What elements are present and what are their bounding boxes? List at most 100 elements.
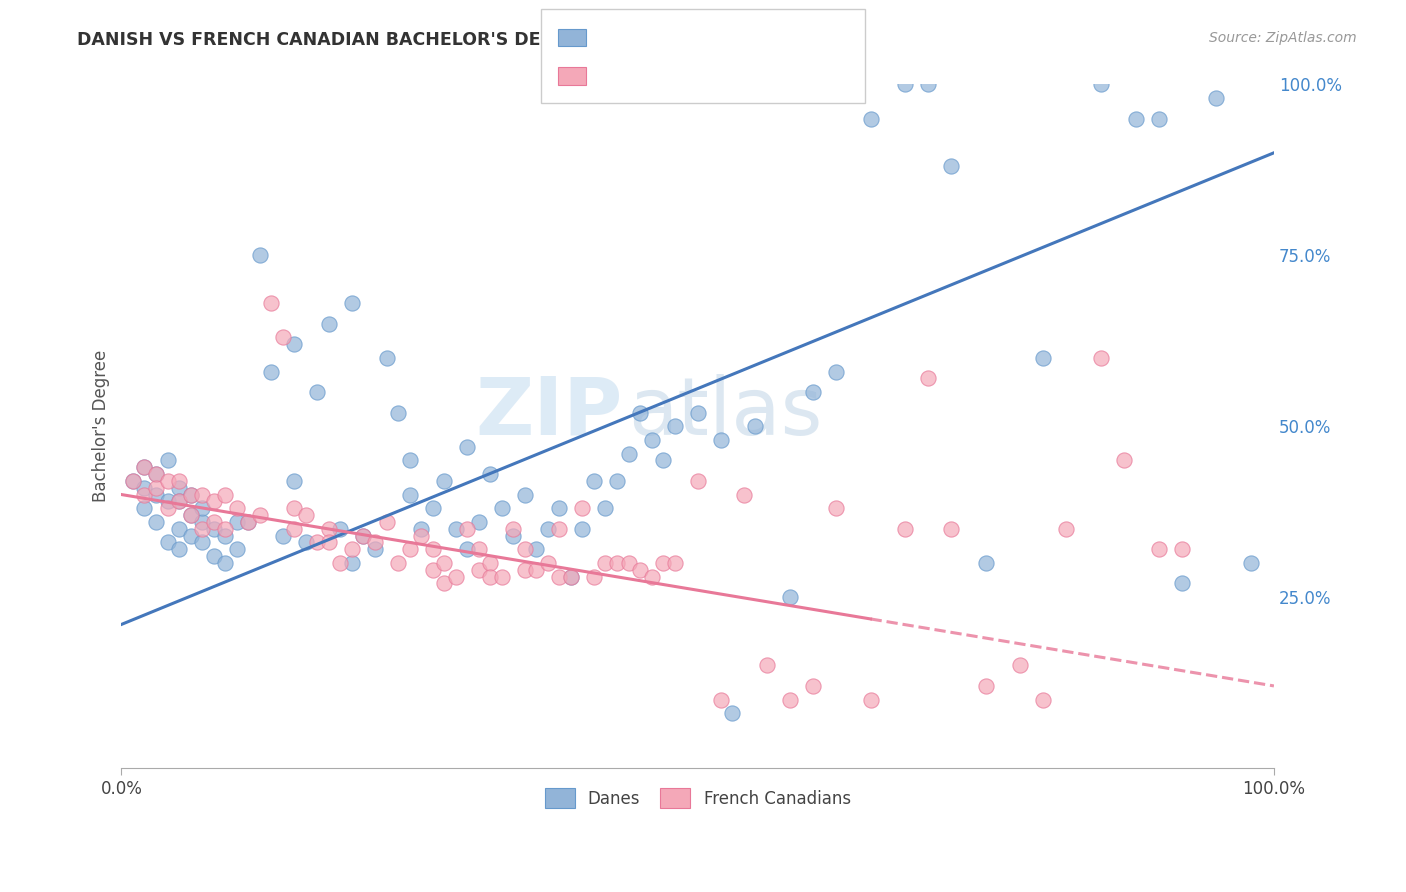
Point <box>582 474 605 488</box>
Point <box>202 549 225 563</box>
Point <box>134 487 156 501</box>
Point <box>134 460 156 475</box>
Point <box>1010 658 1032 673</box>
Point <box>617 446 640 460</box>
Point <box>180 487 202 501</box>
Point <box>1205 91 1227 105</box>
Point <box>686 474 709 488</box>
Point <box>318 317 340 331</box>
Point <box>433 474 456 488</box>
Point <box>180 528 202 542</box>
Point <box>859 112 882 126</box>
Point <box>156 494 179 508</box>
Point <box>340 542 363 557</box>
Point <box>548 501 571 516</box>
Point <box>364 542 387 557</box>
Point <box>225 501 247 516</box>
Point <box>156 474 179 488</box>
Point <box>825 501 848 516</box>
Point <box>686 405 709 419</box>
Point <box>524 542 547 557</box>
Point <box>710 692 733 706</box>
Point <box>167 494 190 508</box>
Point <box>502 522 524 536</box>
Point <box>191 515 214 529</box>
Point <box>721 706 744 721</box>
Point <box>513 487 536 501</box>
Point <box>214 528 236 542</box>
Point <box>595 501 617 516</box>
Legend: Danes, French Canadians: Danes, French Canadians <box>538 781 858 814</box>
Point <box>560 569 582 583</box>
Point <box>283 522 305 536</box>
Point <box>283 337 305 351</box>
Point <box>606 556 628 570</box>
Point <box>1056 522 1078 536</box>
Point <box>974 556 997 570</box>
Point <box>156 535 179 549</box>
Point <box>398 542 420 557</box>
Point <box>191 522 214 536</box>
Point <box>134 460 156 475</box>
Point <box>1240 556 1263 570</box>
Point <box>271 528 294 542</box>
Point <box>491 569 513 583</box>
Point <box>409 522 432 536</box>
Point <box>755 658 778 673</box>
Point <box>167 522 190 536</box>
Point <box>548 569 571 583</box>
Point <box>894 522 917 536</box>
Point <box>941 522 963 536</box>
Point <box>479 467 502 481</box>
Point <box>238 515 260 529</box>
Point <box>214 556 236 570</box>
Point <box>156 453 179 467</box>
Point <box>353 528 375 542</box>
Point <box>214 487 236 501</box>
Point <box>145 467 167 481</box>
Point <box>307 384 329 399</box>
Point <box>180 487 202 501</box>
Point <box>652 556 675 570</box>
Point <box>364 535 387 549</box>
Point <box>595 556 617 570</box>
Point <box>271 330 294 344</box>
Point <box>202 494 225 508</box>
Point <box>479 569 502 583</box>
Point <box>387 405 409 419</box>
Point <box>606 474 628 488</box>
Point <box>571 522 593 536</box>
Point <box>329 522 352 536</box>
Point <box>167 542 190 557</box>
Point <box>249 248 271 262</box>
Point <box>340 556 363 570</box>
Point <box>825 364 848 378</box>
Point <box>329 556 352 570</box>
Text: Source: ZipAtlas.com: Source: ZipAtlas.com <box>1209 31 1357 45</box>
Point <box>318 535 340 549</box>
Point <box>145 515 167 529</box>
Point <box>524 563 547 577</box>
Point <box>664 419 686 434</box>
Point <box>398 453 420 467</box>
Point <box>191 501 214 516</box>
Point <box>191 535 214 549</box>
Point <box>387 556 409 570</box>
Point <box>652 453 675 467</box>
Point <box>1090 351 1112 365</box>
Point <box>917 78 939 92</box>
Point <box>537 522 560 536</box>
Point <box>191 487 214 501</box>
Point <box>283 501 305 516</box>
Point <box>295 535 318 549</box>
Point <box>202 522 225 536</box>
Point <box>560 569 582 583</box>
Point <box>1090 78 1112 92</box>
Point <box>156 501 179 516</box>
Point <box>571 501 593 516</box>
Point <box>167 481 190 495</box>
Point <box>467 563 489 577</box>
Point <box>238 515 260 529</box>
Point <box>1170 542 1192 557</box>
Text: DANISH VS FRENCH CANADIAN BACHELOR'S DEGREE CORRELATION CHART: DANISH VS FRENCH CANADIAN BACHELOR'S DEG… <box>77 31 807 49</box>
